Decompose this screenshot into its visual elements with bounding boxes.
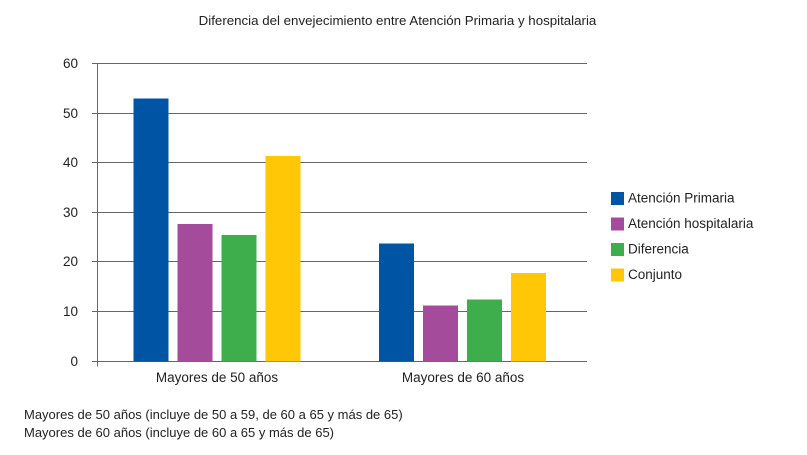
svg-text:Diferencia: Diferencia xyxy=(628,242,689,257)
svg-text:30: 30 xyxy=(63,205,78,220)
svg-text:20: 20 xyxy=(63,254,78,269)
svg-text:Conjunto: Conjunto xyxy=(628,267,682,282)
svg-text:0: 0 xyxy=(70,354,78,369)
svg-text:Atención Primaria: Atención Primaria xyxy=(628,191,735,206)
svg-text:60: 60 xyxy=(63,56,78,71)
svg-text:40: 40 xyxy=(63,155,78,170)
svg-text:50: 50 xyxy=(63,106,78,121)
svg-text:10: 10 xyxy=(63,304,78,319)
svg-text:Atención hospitalaria: Atención hospitalaria xyxy=(628,216,754,231)
svg-text:Mayores de 50 años: Mayores de 50 años xyxy=(156,370,279,385)
svg-text:Mayores de 60 años: Mayores de 60 años xyxy=(402,370,525,385)
